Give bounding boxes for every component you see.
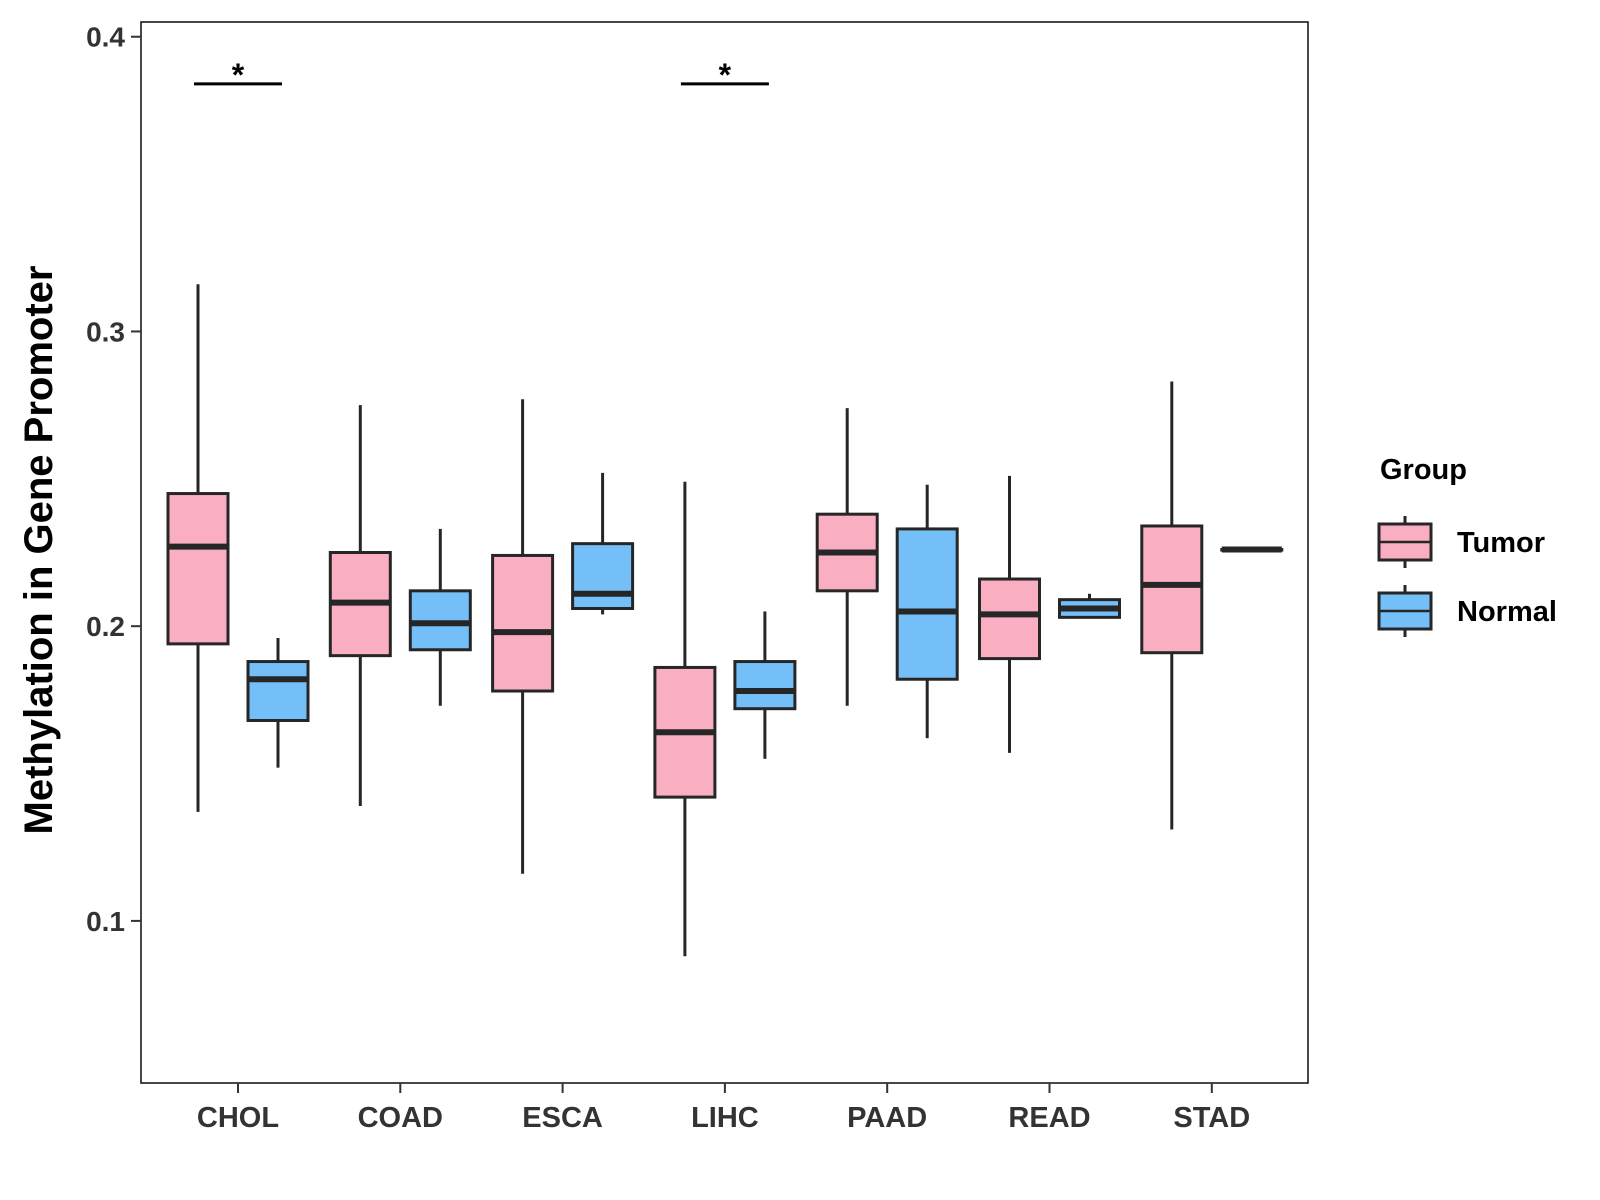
box-body	[733, 660, 797, 711]
legend-item-tumor: Tumor	[1377, 516, 1545, 568]
significance-star: *	[232, 57, 245, 93]
x-tick-label-read: READ	[1008, 1102, 1090, 1134]
box-body	[166, 492, 230, 646]
x-tick-label-esca: ESCA	[522, 1102, 603, 1134]
x-tick-label-coad: COAD	[358, 1102, 443, 1134]
y-tick-label: 0.3	[86, 316, 125, 347]
legend-label: Tumor	[1457, 527, 1545, 559]
box-tumor-coad	[328, 405, 392, 806]
y-axis: 0.1 0.2 0.3 0.4	[86, 22, 141, 937]
x-tick-label-stad: STAD	[1173, 1102, 1250, 1134]
x-tick-label-chol: CHOL	[197, 1102, 279, 1134]
box-body	[491, 553, 555, 693]
box-normal-coad	[408, 528, 472, 706]
box-normal-lihc	[733, 611, 797, 759]
box-tumor-stad	[1140, 381, 1204, 830]
box-tumor-paad	[815, 408, 879, 706]
legend-title: Group	[1380, 454, 1467, 486]
legend-label: Normal	[1457, 596, 1557, 628]
legend-item-normal: Normal	[1377, 585, 1557, 637]
box-normal-stad	[1220, 546, 1284, 553]
box-normal-read	[1058, 593, 1121, 619]
significance-annotations: * *	[194, 57, 769, 93]
significance-star: *	[719, 57, 732, 93]
box-body	[246, 660, 310, 722]
y-axis-title: Methylation in Gene Promoter	[17, 266, 61, 835]
box-body	[978, 577, 1041, 661]
x-axis: CHOL COAD ESCA LIHC PAAD READ STAD	[197, 1083, 1250, 1134]
box-body	[571, 542, 635, 610]
box-tumor-esca	[491, 399, 555, 874]
box-tumor-lihc	[653, 481, 717, 957]
box-body	[895, 527, 959, 681]
x-tick-label-paad: PAAD	[847, 1102, 927, 1134]
y-tick-label: 0.1	[86, 906, 125, 937]
y-tick-label: 0.4	[86, 22, 125, 53]
box-normal-chol	[246, 637, 310, 768]
x-tick-label-lihc: LIHC	[691, 1102, 759, 1134]
boxplot-series	[166, 284, 1284, 957]
y-tick-label: 0.2	[86, 611, 125, 642]
box-normal-esca	[571, 472, 635, 615]
legend: Group Tumor Normal	[1377, 454, 1557, 637]
box-tumor-read	[978, 475, 1041, 753]
box-body	[1140, 524, 1204, 655]
plot-panel	[140, 21, 1309, 1084]
box-normal-paad	[895, 484, 959, 739]
box-tumor-chol	[166, 284, 230, 812]
